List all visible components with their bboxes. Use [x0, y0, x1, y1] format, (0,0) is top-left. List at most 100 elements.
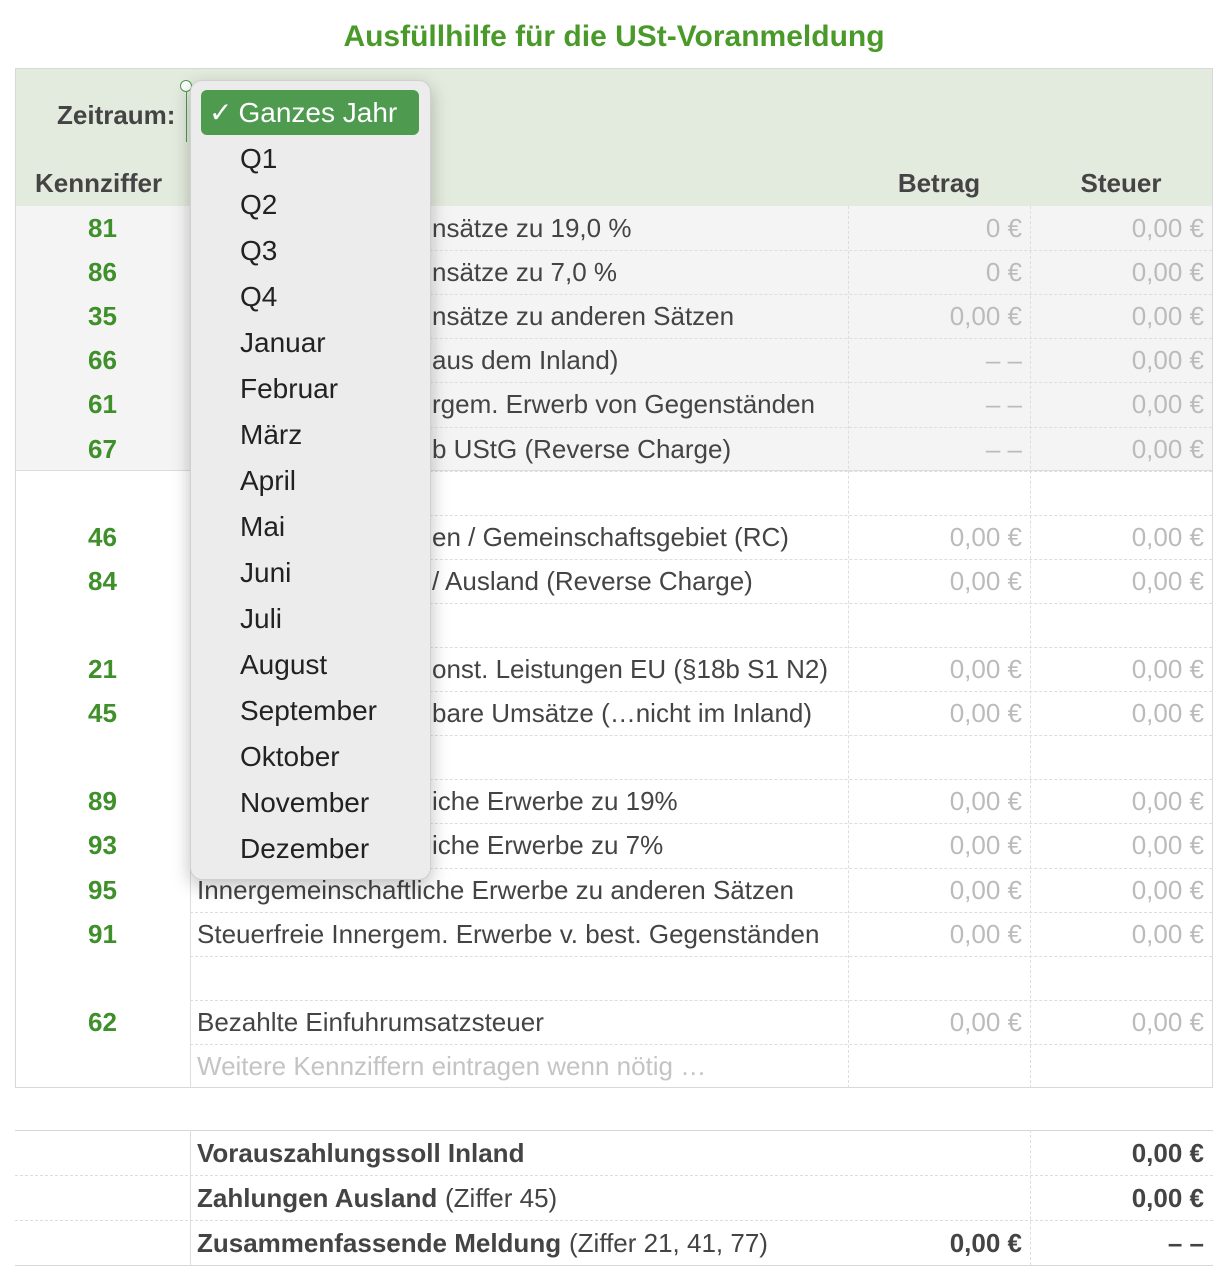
steuer[interactable]: 0,00 € [1131, 433, 1204, 464]
row-label[interactable]: aus dem Inland) [432, 345, 619, 376]
betrag[interactable]: 0,00 € [949, 1006, 1022, 1037]
dropdown-item[interactable]: Mai [240, 511, 286, 542]
row-line [190, 691, 1212, 693]
dropdown-item[interactable]: September [240, 695, 377, 726]
dropdown-item[interactable]: Januar [240, 327, 326, 358]
cell-selection [186, 86, 190, 142]
row-line [190, 602, 1212, 604]
dropdown-item[interactable]: Q2 [240, 189, 278, 220]
dropdown-menu [190, 80, 431, 880]
check-mark: ✓ [209, 97, 233, 128]
summary-label: Zahlungen Ausland [197, 1183, 438, 1213]
betrag[interactable]: 0 € [985, 213, 1022, 243]
row-label[interactable]: en / Gemeinschaftsgebiet (RC) [432, 521, 789, 552]
row-label[interactable]: rgem. Erwerb von Gegenständen [432, 389, 815, 420]
row-line [190, 955, 1212, 957]
steuer[interactable]: 0,00 € [1131, 1006, 1204, 1037]
summary-label: Zusammenfassende Meldung [197, 1228, 562, 1258]
row-line [190, 999, 1212, 1001]
summary-steuer: – – [1167, 1228, 1204, 1258]
dropdown-item[interactable]: Juni [240, 557, 292, 588]
header-steuer: Steuer [1080, 168, 1162, 198]
steuer[interactable]: 0,00 € [1131, 301, 1204, 332]
betrag[interactable]: 0,00 € [949, 521, 1022, 552]
row-label[interactable]: iche Erwerbe zu 7% [432, 830, 664, 861]
row-line [190, 382, 1212, 384]
steuer[interactable]: 0,00 € [1131, 389, 1204, 420]
row-label[interactable]: nsätze zu 7,0 % [432, 257, 617, 288]
table-frame [15, 68, 1213, 1088]
row-label[interactable]: onst. Leistungen EU (§18b S1 N2) [432, 654, 829, 684]
dropdown-item[interactable]: August [240, 649, 328, 680]
steuer[interactable]: 0,00 € [1131, 257, 1204, 288]
steuer[interactable]: 0,00 € [1131, 345, 1204, 376]
steuer[interactable]: 0,00 € [1131, 521, 1204, 552]
placeholder: Weitere Kennziffern eintragen wenn nötig… [197, 1050, 707, 1081]
row-label[interactable]: nsätze zu 19,0 % [432, 213, 632, 243]
summary-note: (Ziffer 21, 41, 77) [569, 1228, 768, 1258]
steuer[interactable]: 0,00 € [1131, 213, 1204, 243]
betrag[interactable]: 0,00 € [949, 565, 1022, 596]
row-label[interactable]: / Ausland (Reverse Charge) [432, 565, 753, 596]
dropdown-item[interactable]: Oktober [240, 741, 340, 772]
header-code: Kennziffer [35, 168, 163, 198]
row-label[interactable]: b UStG (Reverse Charge) [432, 433, 732, 464]
row-line [190, 558, 1212, 560]
row-label[interactable]: Bezahlte Einfuhrumsatzsteuer [197, 1006, 544, 1037]
code: 61 [88, 389, 117, 420]
dropdown-item[interactable]: Q1 [240, 143, 278, 174]
dropdown-item[interactable]: April [240, 465, 297, 496]
row-line [190, 470, 1212, 472]
betrag[interactable]: 0,00 € [949, 786, 1022, 817]
betrag[interactable]: 0,00 € [949, 301, 1022, 332]
steuer[interactable]: 0,00 € [1131, 786, 1204, 817]
summary-steuer: 0,00 € [1131, 1138, 1204, 1168]
betrag[interactable]: 0,00 € [949, 874, 1022, 905]
code: 84 [88, 565, 117, 596]
row-line [190, 867, 1212, 869]
code: 89 [88, 786, 117, 817]
row-line [190, 911, 1212, 913]
dropdown-selected[interactable]: ✓ Ganzes Jahr [201, 90, 419, 135]
steuer[interactable]: 0,00 € [1131, 830, 1204, 861]
dropdown-item[interactable]: Q4 [240, 281, 278, 312]
betrag[interactable]: 0,00 € [949, 918, 1022, 949]
betrag[interactable]: – – [985, 433, 1022, 464]
dropdown-item[interactable]: November [240, 787, 370, 818]
selected-text: Ganzes Jahr [238, 97, 398, 128]
betrag[interactable]: 0,00 € [949, 698, 1022, 729]
column-line [1030, 1130, 1031, 1265]
row-label[interactable]: nsätze zu anderen Sätzen [432, 301, 735, 332]
betrag[interactable]: 0,00 € [949, 654, 1022, 684]
betrag[interactable]: – – [985, 345, 1022, 376]
steuer[interactable]: 0,00 € [1131, 565, 1204, 596]
steuer[interactable]: 0,00 € [1131, 918, 1204, 949]
row-line [190, 338, 1212, 340]
dropdown-item[interactable]: Q3 [240, 235, 278, 266]
steuer[interactable]: 0,00 € [1131, 654, 1204, 684]
betrag[interactable]: – – [985, 389, 1022, 420]
row-label[interactable]: iche Erwerbe zu 19% [432, 786, 678, 817]
dropdown-item[interactable]: Februar [240, 373, 339, 404]
dropdown-item[interactable]: Juli [240, 603, 283, 634]
code: 93 [88, 830, 117, 861]
row-line [15, 1220, 1213, 1221]
dropdown-item[interactable]: Dezember [240, 833, 370, 864]
steuer[interactable]: 0,00 € [1131, 698, 1204, 729]
code: 67 [88, 433, 117, 464]
row-label[interactable]: bare Umsätze (…nicht im Inland) [432, 698, 813, 729]
summary-frame [15, 1130, 1213, 1266]
code: 21 [88, 654, 117, 684]
code: 95 [88, 874, 117, 905]
summary-betrag: 0,00 € [949, 1228, 1022, 1258]
column-line [190, 1130, 191, 1265]
betrag[interactable]: 0 € [985, 257, 1022, 288]
steuer[interactable]: 0,00 € [1131, 874, 1204, 905]
row-line [190, 426, 1212, 428]
row-label[interactable]: Steuerfreie Innergem. Erwerbe v. best. G… [197, 918, 820, 949]
code: 91 [88, 918, 117, 949]
code: 46 [88, 521, 117, 552]
betrag[interactable]: 0,00 € [949, 830, 1022, 861]
dropdown-item[interactable]: März [240, 419, 303, 450]
